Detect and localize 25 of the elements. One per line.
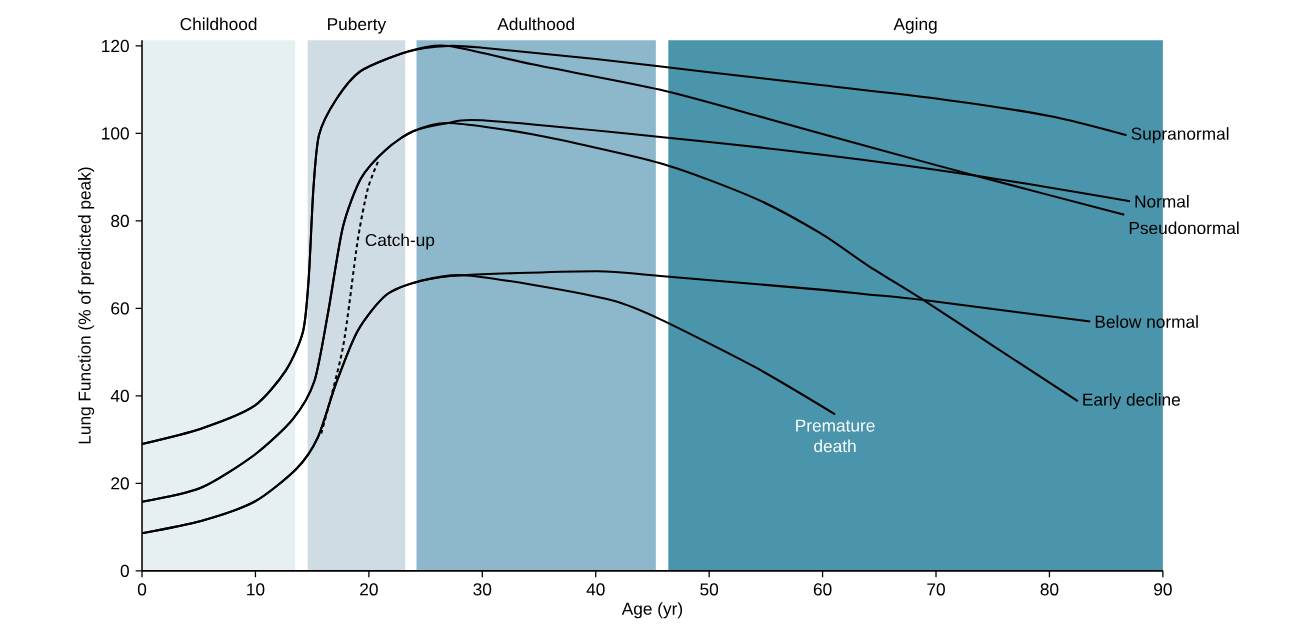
x-tick-label: 30: [473, 583, 492, 596]
y-tick-label: 80: [111, 214, 129, 227]
x-tick-label: 10: [247, 583, 265, 596]
annotation: Premature death: [796, 419, 875, 453]
x-tick-label: 20: [360, 583, 378, 596]
y-axis-title: Lung Function (% of predicted peak): [78, 167, 95, 444]
x-tick-label: 70: [927, 583, 945, 596]
series-label: Catch-up: [365, 233, 435, 250]
y-tick-label: 20: [111, 477, 129, 490]
x-tick-label: 50: [700, 583, 719, 596]
y-tick-label: 40: [110, 389, 129, 402]
x-tick-label: 60: [813, 583, 832, 596]
x-tick-label: 80: [1040, 583, 1059, 596]
band-label: Puberty: [328, 17, 387, 34]
x-tick-label: 40: [586, 583, 605, 596]
y-tick-label: 0: [120, 564, 129, 577]
y-tick-label: 100: [102, 127, 129, 140]
band-label: Aging: [893, 17, 937, 34]
x-tick-label: 0: [137, 583, 147, 596]
y-tick-label: 120: [102, 39, 129, 53]
y-tick-label: 60: [111, 302, 129, 315]
band-label: Childhood: [180, 17, 257, 31]
band-label: Adulthood: [497, 17, 574, 31]
x-axis-title: Age (yr): [621, 602, 683, 619]
x-tick-label: 90: [1154, 583, 1172, 596]
